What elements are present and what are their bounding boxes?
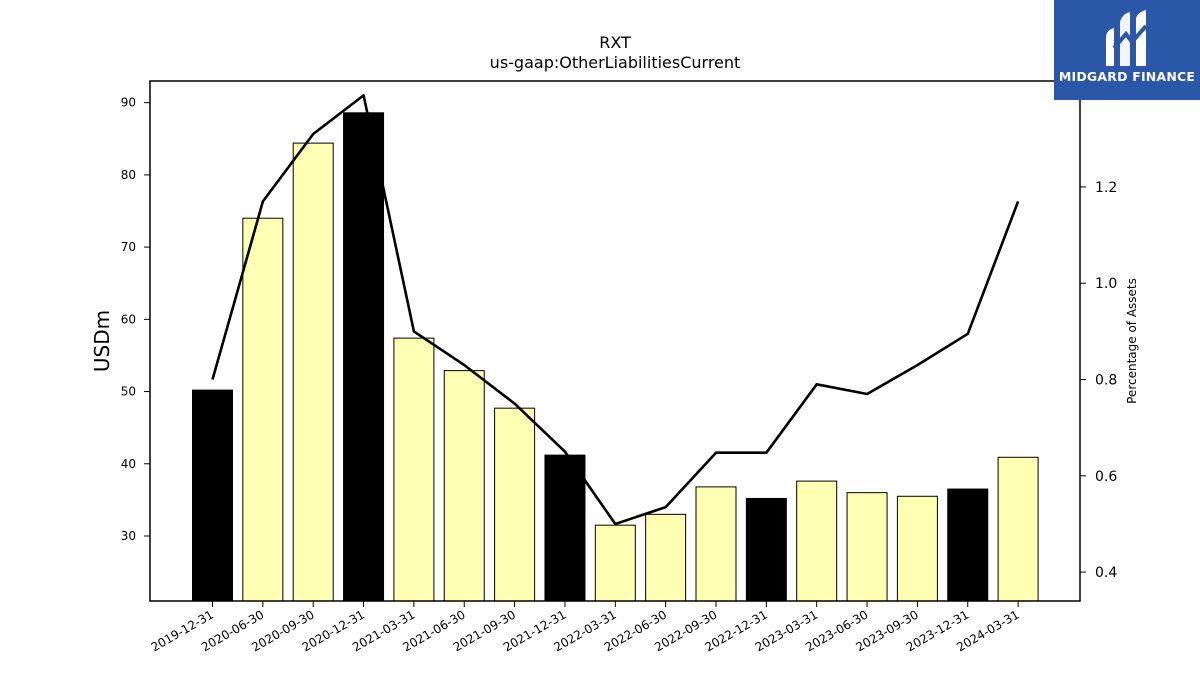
bar-2023-12-31 — [947, 488, 989, 602]
chart-title: RXT — [599, 33, 631, 52]
y-right-tick-label: 0.4 — [1095, 565, 1117, 581]
y-right-tick-label: 0.6 — [1095, 469, 1117, 485]
bar-2023-09-30 — [896, 495, 938, 602]
y-left-tick-label: 40 — [121, 457, 136, 471]
y-axis-left-label: USDm — [90, 310, 114, 372]
bar-2022-09-30 — [695, 486, 737, 602]
bar-2021-12-31 — [544, 454, 586, 602]
bar-2020-12-31 — [343, 112, 385, 602]
bar-2022-03-31 — [594, 524, 636, 602]
x-axis: 2019-12-312020-06-302020-09-302020-12-31… — [149, 601, 1022, 654]
bars — [192, 112, 1039, 602]
chart-subtitle: us-gaap:OtherLiabilitiesCurrent — [490, 53, 741, 72]
y-left-tick-label: 30 — [121, 529, 136, 543]
y-right-tick-label: 1.2 — [1095, 180, 1117, 196]
y-left-tick-label: 50 — [121, 385, 136, 399]
y-left-tick-label: 80 — [121, 168, 136, 182]
bar-2024-03-31 — [997, 456, 1039, 602]
bar-2020-09-30 — [292, 142, 334, 602]
y-right-tick-label: 1.0 — [1095, 276, 1117, 292]
bar-2021-06-30 — [443, 370, 485, 602]
percentage-line — [211, 94, 1020, 526]
midgard-finance-logo: MIDGARD FINANCE — [1054, 0, 1200, 100]
bar-2020-06-30 — [242, 217, 284, 602]
y-left-tick-label: 90 — [121, 96, 136, 110]
bar-2021-09-30 — [494, 407, 536, 602]
logo-text: MIDGARD FINANCE — [1058, 69, 1196, 84]
bar-2019-12-31 — [192, 389, 233, 602]
bar-2022-06-30 — [645, 513, 687, 602]
bar-2022-12-31 — [745, 497, 787, 602]
bar-2021-03-31 — [393, 337, 435, 602]
bar-2023-06-30 — [846, 492, 888, 602]
y-axis-right-label: Percentage of Assets — [1125, 278, 1139, 404]
y-axis-left: 30 40 50 60 70 80 90 — [121, 96, 150, 543]
midgard-logo-icon — [1106, 10, 1148, 66]
y-left-tick-label: 70 — [121, 240, 136, 254]
y-right-tick-label: 0.8 — [1095, 373, 1117, 389]
bar-2023-03-31 — [796, 480, 838, 602]
y-left-tick-label: 60 — [121, 312, 136, 326]
y-axis-right: 0.40.60.81.01.21.4 — [1080, 84, 1117, 581]
